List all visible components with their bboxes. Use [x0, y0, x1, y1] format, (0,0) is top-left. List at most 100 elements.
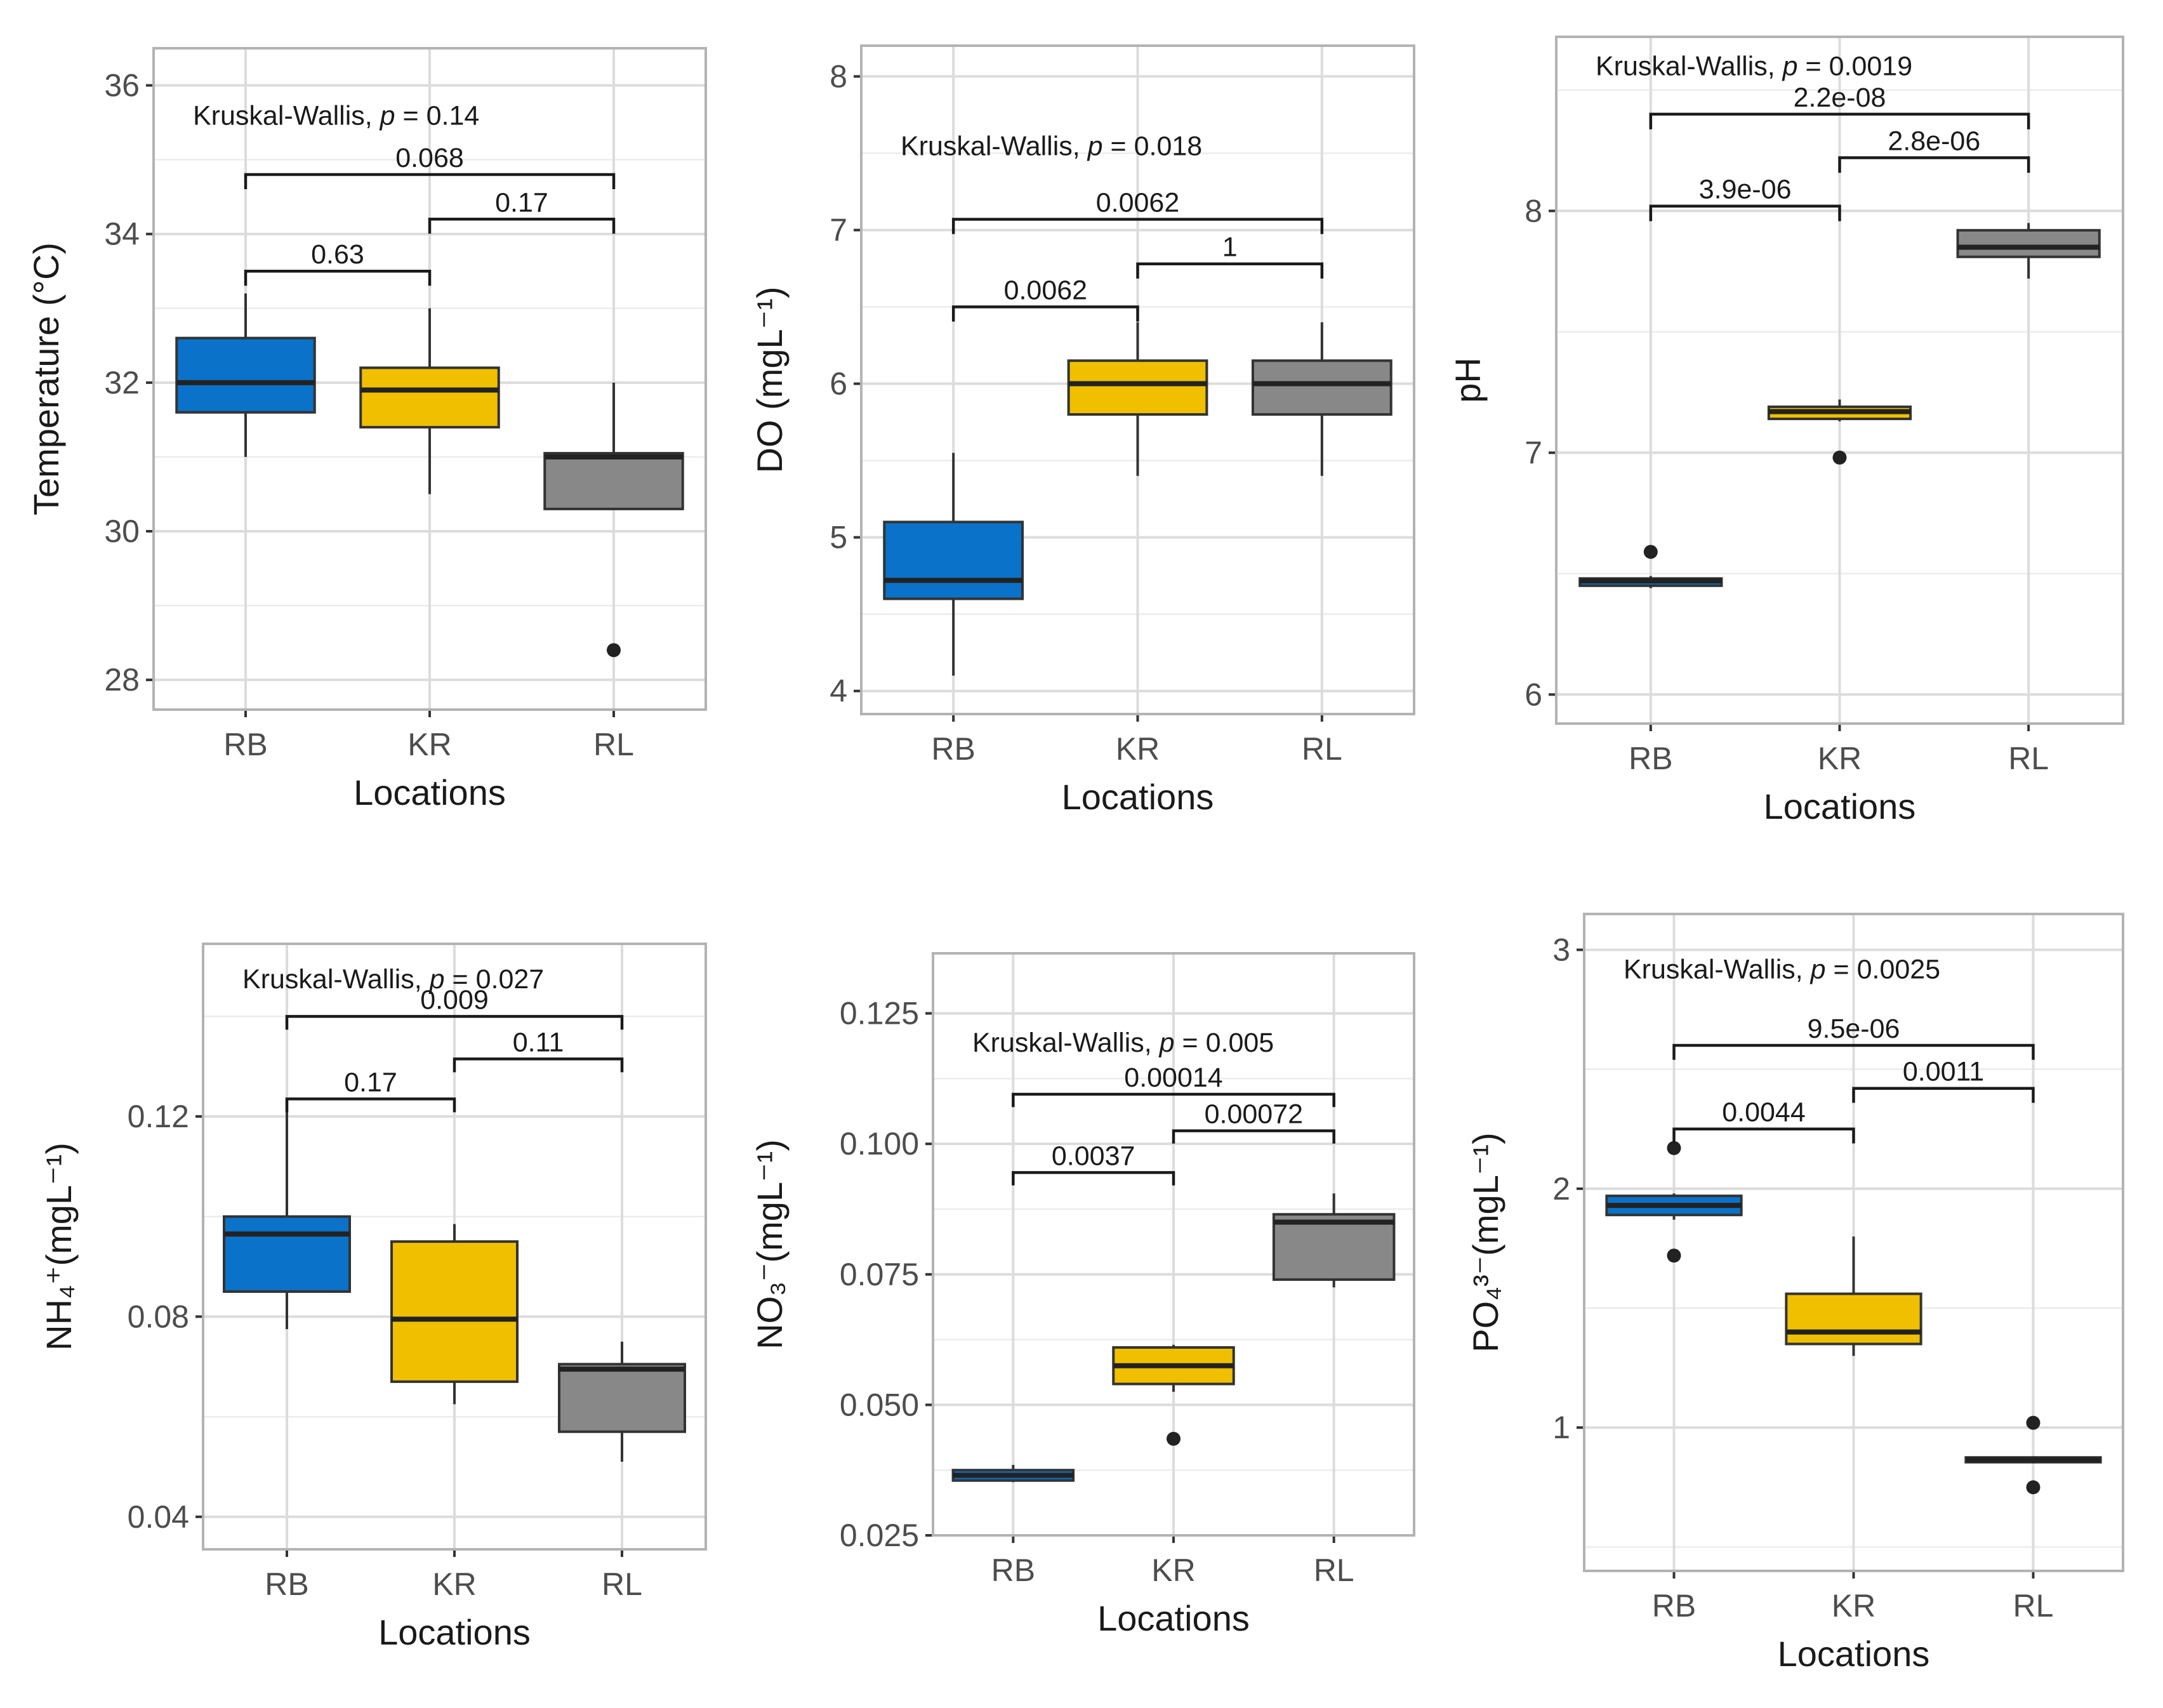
kw-prefix: Kruskal-Wallis, — [1624, 955, 1811, 985]
box-kr — [390, 1224, 519, 1405]
kw-prefix: Kruskal-Wallis, — [1596, 51, 1783, 82]
box-body — [223, 1215, 351, 1293]
y-tick-label: 0.075 — [840, 1257, 919, 1292]
box-rb — [175, 293, 316, 457]
outlier-point — [1667, 1248, 1681, 1263]
y-tick-label: 1 — [1552, 1410, 1570, 1445]
kw-p-value: = 0.018 — [1103, 131, 1203, 161]
comparison-bracket — [951, 305, 1139, 322]
comparison-bracket — [1852, 1087, 2035, 1103]
comparison-bracket — [285, 1097, 456, 1113]
kw-p-value: = 0.005 — [1175, 1028, 1274, 1058]
box-body — [1272, 1213, 1396, 1281]
y-tick-label: 0.04 — [128, 1499, 189, 1535]
x-tick-label-rb: RB — [223, 727, 267, 762]
y-tick-label: 7 — [1525, 435, 1542, 470]
x-axis-title: Locations — [378, 1612, 531, 1652]
x-tick-label-kr: KR — [407, 727, 451, 762]
panel-border — [1583, 913, 2124, 1572]
box-body — [1956, 228, 2101, 258]
kruskal-wallis-annotation: Kruskal-Wallis, p = 0.0019 — [1596, 51, 1912, 82]
y-tick-label: 0.125 — [840, 996, 919, 1031]
comparison-bracket — [1649, 112, 2030, 129]
comparison-p-value: 2.2e-08 — [1794, 83, 1886, 113]
x-tick-label-rb: RB — [265, 1566, 308, 1602]
box-kr — [1767, 399, 1912, 465]
y-tick-label: 36 — [104, 68, 140, 103]
y-tick-label: 7 — [830, 212, 847, 248]
y-tick-label: 28 — [104, 662, 140, 698]
x-axis-title: Locations — [1097, 1598, 1250, 1638]
outlier-point — [1667, 1141, 1681, 1155]
y-axis-title: DO (mgL⁻¹) — [750, 287, 790, 473]
box-kr — [1112, 1344, 1235, 1446]
kw-p-value: = 0.14 — [395, 100, 480, 131]
kruskal-wallis-annotation: Kruskal-Wallis, p = 0.018 — [901, 131, 1202, 161]
kruskal-wallis-annotation: Kruskal-Wallis, p = 0.027 — [242, 964, 544, 995]
box-rb — [883, 453, 1024, 676]
box-body — [543, 452, 684, 510]
y-tick-label: 5 — [830, 520, 847, 555]
kw-prefix: Kruskal-Wallis, — [193, 100, 380, 131]
comparison-p-value: 0.0062 — [1096, 188, 1180, 218]
panel-2: 4 5 6 7 8 RB KR RL 0.0062 1 0.0062 Kruskal-Wallis, … — [750, 44, 1415, 817]
outlier-point — [1643, 545, 1658, 559]
box-body — [1251, 359, 1392, 416]
y-tick-label: 8 — [1525, 193, 1542, 228]
kruskal-wallis-annotation: Kruskal-Wallis, p = 0.14 — [193, 100, 479, 131]
comparison-bracket — [1012, 1171, 1175, 1186]
comparison-bracket — [453, 1057, 624, 1073]
kw-p-symbol: p — [1158, 1028, 1175, 1058]
x-tick-label-rl: RL — [2008, 741, 2049, 776]
box-kr — [1785, 1236, 1922, 1356]
kw-prefix: Kruskal-Wallis, — [972, 1028, 1160, 1058]
y-tick-label: 6 — [830, 366, 847, 402]
panel-5: 0.025 0.050 0.075 0.100 0.125 RB KR RL 0.0037 0.0… — [750, 952, 1415, 1638]
x-tick-label-rb: RB — [931, 731, 975, 767]
x-tick-label-rl: RL — [1302, 731, 1342, 767]
box-rl — [558, 1341, 686, 1462]
comparison-p-value: 9.5e-06 — [1808, 1014, 1900, 1044]
y-tick-label: 0.100 — [840, 1126, 919, 1162]
box-rl — [543, 382, 684, 658]
box-rl — [1272, 1193, 1396, 1288]
kw-p-value: = 0.0019 — [1798, 51, 1913, 82]
comparison-bracket — [1649, 204, 1841, 222]
comparison-bracket — [244, 269, 432, 286]
comparison-p-value: 0.63 — [311, 239, 364, 270]
comparison-p-value: 1 — [1222, 232, 1238, 263]
box-body — [558, 1363, 686, 1433]
box-rb — [951, 1464, 1075, 1483]
outlier-point — [1832, 450, 1847, 465]
kw-p-value: = 0.027 — [445, 964, 545, 995]
kw-prefix: Kruskal-Wallis, — [901, 131, 1088, 161]
outlier-point — [607, 643, 621, 658]
outlier-point — [1167, 1431, 1181, 1446]
x-tick-label-kr: KR — [1832, 1588, 1875, 1624]
comparison-p-value: 0.0037 — [1052, 1141, 1135, 1171]
y-axis-title: NH₄⁺(mgL⁻¹) — [39, 1142, 79, 1351]
kw-p-value: = 0.0025 — [1826, 955, 1941, 985]
panel-4: 0.04 0.08 0.12 RB KR RL 0.17 0.11 0.009Kruskal-W… — [39, 943, 707, 1652]
comparison-p-value: 0.17 — [344, 1067, 397, 1097]
x-axis-title: Locations — [1062, 777, 1214, 817]
box-kr — [359, 308, 500, 494]
x-axis-title: Locations — [1764, 786, 1916, 826]
y-tick-label: 0.050 — [840, 1387, 919, 1422]
x-axis-title: Locations — [1778, 1634, 1930, 1674]
box-body — [390, 1240, 519, 1383]
y-axis-title: Temperature (°C) — [26, 242, 66, 515]
x-tick-label-kr: KR — [432, 1566, 476, 1602]
x-tick-label-rl: RL — [602, 1566, 642, 1602]
kw-p-symbol: p — [1809, 955, 1826, 985]
box-kr — [1067, 322, 1208, 476]
outlier-point — [2026, 1480, 2041, 1495]
box-rl — [1251, 322, 1392, 476]
panel-border — [202, 943, 707, 1551]
comparison-bracket — [244, 173, 616, 189]
x-tick-label-rb: RB — [991, 1552, 1035, 1588]
kw-p-symbol: p — [379, 100, 395, 131]
